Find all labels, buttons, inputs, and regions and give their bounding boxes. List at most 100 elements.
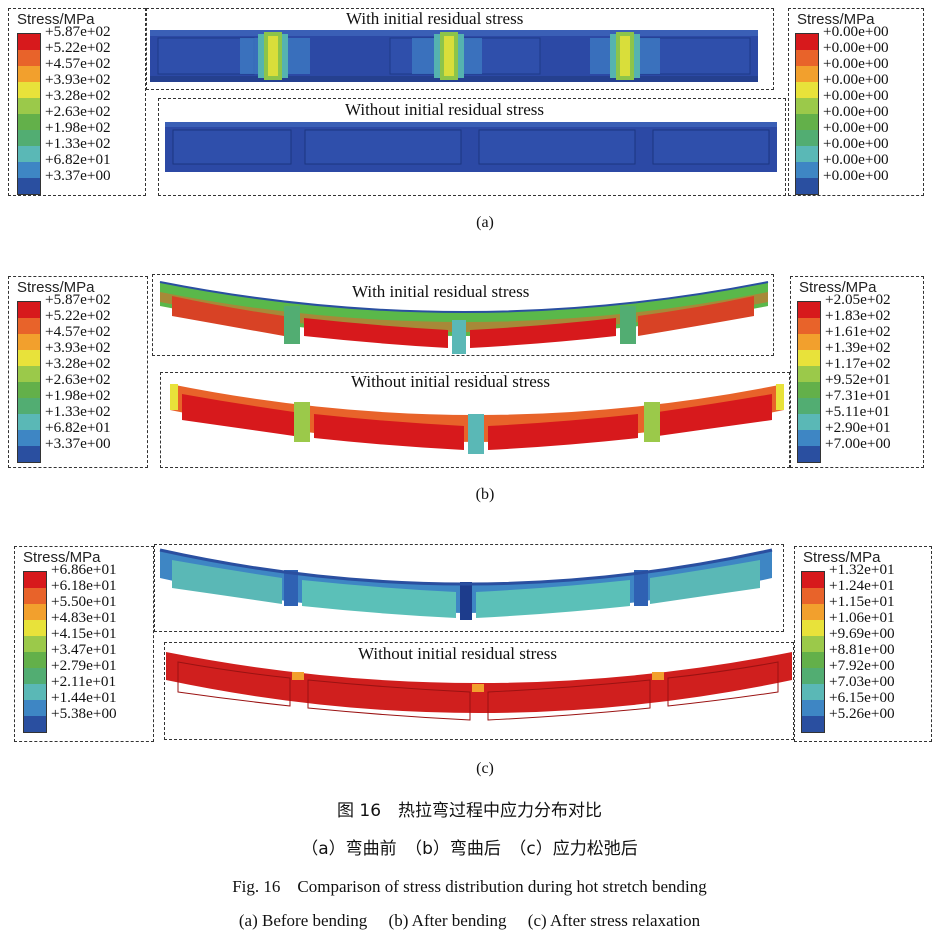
color-swatch: [802, 572, 824, 588]
legend-c-left: Stress/MPa +6.86e+01 +6.18e+01 +5.50e+01…: [14, 546, 154, 742]
legend-value: +1.83e+02: [825, 307, 891, 324]
legend-value: +6.82e+01: [45, 419, 111, 436]
legend-value: +5.87e+02: [45, 291, 111, 308]
beam-a-bottom: [165, 122, 777, 172]
legend-value: +1.33e+02: [45, 135, 111, 152]
color-swatch: [796, 34, 818, 50]
color-swatch: [796, 114, 818, 130]
beam-c-top: [159, 548, 773, 620]
legend-values: +2.05e+02 +1.83e+02 +1.61e+02 +1.39e+02 …: [825, 292, 891, 452]
legend-value: +5.22e+02: [45, 39, 111, 56]
color-scale: [23, 571, 47, 733]
legend-value: +0.00e+00: [823, 103, 889, 120]
legend-value: +0.00e+00: [823, 71, 889, 88]
legend-value: +6.18e+01: [51, 577, 117, 594]
legend-value: +5.22e+02: [45, 307, 111, 324]
color-swatch: [798, 366, 820, 382]
color-scale: [17, 33, 41, 195]
legend-title: Stress/MPa: [797, 11, 875, 28]
color-swatch: [802, 588, 824, 604]
legend-value: +1.32e+01: [829, 561, 895, 578]
legend-c-right: Stress/MPa +1.32e+01 +1.24e+01 +1.15e+01…: [794, 546, 932, 742]
caption-en-sub: (a) Before bending (b) After bending (c)…: [238, 911, 701, 930]
legend-value: +3.37e+00: [45, 435, 111, 452]
legend-value: +2.90e+01: [825, 419, 891, 436]
color-swatch: [798, 334, 820, 350]
color-scale: [17, 301, 41, 463]
color-swatch: [24, 684, 46, 700]
beam-a-top: [150, 30, 758, 82]
legend-value: +9.52e+01: [825, 371, 891, 388]
beam-b-top-frame: [152, 274, 774, 356]
color-swatch: [18, 34, 40, 50]
legend-value: +5.26e+00: [829, 705, 895, 722]
legend-value: +0.00e+00: [823, 151, 889, 168]
legend-value: +0.00e+00: [823, 23, 889, 40]
color-swatch: [18, 382, 40, 398]
beam-b-top-title: With initial residual stress: [352, 282, 530, 301]
color-swatch: [24, 604, 46, 620]
legend-b-left: Stress/MPa +5.87e+02 +5.22e+02 +4.57e+02…: [8, 276, 148, 468]
legend-value: +2.63e+02: [45, 103, 111, 120]
legend-value: +2.79e+01: [51, 657, 117, 674]
legend-value: +4.57e+02: [45, 55, 111, 72]
legend-value: +3.37e+00: [45, 167, 111, 184]
legend-value: +3.93e+02: [45, 339, 111, 356]
beam-c-bottom: [166, 652, 792, 721]
legend-value: +7.31e+01: [825, 387, 891, 404]
caption-cn-title: 图 16 热拉弯过程中应力分布对比: [336, 801, 603, 821]
color-swatch: [796, 98, 818, 114]
color-swatch: [18, 398, 40, 414]
color-swatch: [798, 446, 820, 462]
panel-c-label: (c): [476, 760, 494, 777]
color-swatch: [796, 50, 818, 66]
color-swatch: [24, 652, 46, 668]
legend-value: +2.11e+01: [51, 673, 117, 690]
legend-value: +5.38e+00: [51, 705, 117, 722]
beam-b-top: [159, 281, 769, 354]
color-swatch: [18, 350, 40, 366]
legend-value: +1.98e+02: [45, 119, 111, 136]
color-swatch: [24, 668, 46, 684]
beam-b-bottom-title: Without initial residual stress: [351, 372, 551, 391]
legend-b-right: Stress/MPa +2.05e+02 +1.83e+02 +1.61e+02…: [790, 276, 924, 468]
legend-value: +4.83e+01: [51, 609, 117, 626]
color-swatch: [802, 604, 824, 620]
color-swatch: [802, 620, 824, 636]
beam-a-bottom-frame: [158, 98, 786, 196]
legend-value: +7.03e+00: [829, 673, 895, 690]
color-swatch: [798, 382, 820, 398]
color-swatch: [18, 66, 40, 82]
color-swatch: [18, 162, 40, 178]
color-swatch: [796, 178, 818, 194]
legend-values: +6.86e+01 +6.18e+01 +5.50e+01 +4.83e+01 …: [51, 562, 117, 722]
legend-title: Stress/MPa: [799, 279, 877, 296]
color-swatch: [24, 572, 46, 588]
legend-value: +1.98e+02: [45, 387, 111, 404]
legend-value: +1.33e+02: [45, 403, 111, 420]
legend-value: +3.93e+02: [45, 71, 111, 88]
legend-value: +9.69e+00: [829, 625, 895, 642]
legend-value: +3.47e+01: [51, 641, 117, 658]
beam-b-bottom: [170, 384, 784, 454]
color-swatch: [18, 414, 40, 430]
beam-a-bottom-title: Without initial residual stress: [345, 100, 545, 119]
legend-value: +0.00e+00: [823, 135, 889, 152]
legend-values: +5.87e+02 +5.22e+02 +4.57e+02 +3.93e+02 …: [45, 292, 111, 452]
color-swatch: [18, 334, 40, 350]
legend-value: +7.92e+00: [829, 657, 895, 674]
legend-value: +6.15e+00: [829, 689, 895, 706]
color-swatch: [24, 700, 46, 716]
legend-value: +5.87e+02: [45, 23, 111, 40]
color-swatch: [798, 350, 820, 366]
legend-value: +4.57e+02: [45, 323, 111, 340]
legend-value: +5.11e+01: [825, 403, 891, 420]
legend-value: +1.44e+01: [51, 689, 117, 706]
color-swatch: [798, 430, 820, 446]
panel-b-label: (b): [475, 486, 495, 503]
color-swatch: [18, 98, 40, 114]
legend-value: +5.50e+01: [51, 593, 117, 610]
legend-value: +1.61e+02: [825, 323, 891, 340]
legend-value: +0.00e+00: [823, 167, 889, 184]
color-swatch: [18, 114, 40, 130]
